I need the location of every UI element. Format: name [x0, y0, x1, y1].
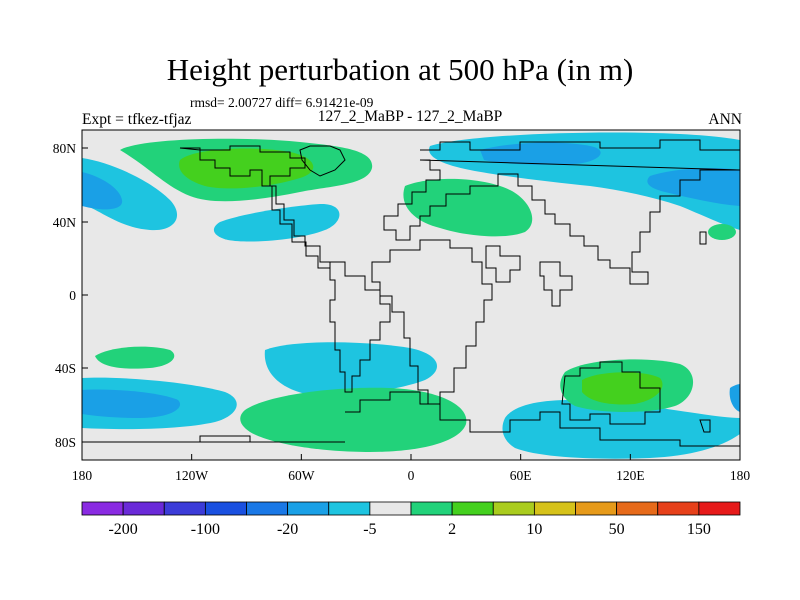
colorbar-label: -20: [277, 521, 298, 538]
x-axis: 180 120W 60W 0 60E 120E 180: [72, 454, 751, 483]
colorbar-label: -100: [191, 521, 220, 538]
coast-north-america: [179, 145, 331, 269]
region-east-low-dark: [729, 384, 740, 412]
colorbar-label: 10: [526, 521, 542, 538]
region-npac-west-dark: [82, 172, 123, 210]
colorbar-swatch: [328, 501, 371, 516]
y-axis: 80N 40N 0 40S 80S: [53, 141, 88, 450]
colorbar-swatch: [287, 501, 330, 516]
case-label: 127_2_MaBP - 127_2_MaBP: [317, 108, 503, 125]
colorbar-swatch: [81, 501, 124, 516]
region-na-low: [213, 203, 340, 242]
colorbar-swatch: [492, 501, 535, 516]
region-sw-low-dark: [82, 389, 181, 418]
stats-label: rmsd= 2.00727 diff= 6.91421e-09: [190, 95, 374, 110]
colorbar-swatch: [616, 501, 659, 516]
colorbar-swatch: [533, 501, 576, 516]
colorbar-label: 150: [687, 521, 711, 538]
coast-greenland: [299, 145, 346, 177]
region-pac-low-dark: [647, 168, 740, 206]
x-tick-label: 180: [72, 468, 93, 483]
colorbar-label: 2: [448, 521, 456, 538]
region-npac-west: [82, 158, 178, 231]
coast-africa: [371, 239, 493, 405]
colorbar-swatch: [246, 501, 289, 516]
region-sio-high-bright: [582, 372, 663, 405]
y-tick-label: 80N: [53, 141, 77, 156]
colorbar-swatch: [657, 501, 700, 516]
region-asia-low-dark: [480, 142, 601, 165]
colorbar-swatch: [369, 501, 412, 516]
colorbar-label: -200: [108, 521, 137, 538]
region-eu-high: [403, 178, 533, 237]
x-tick-label: 120W: [175, 468, 208, 483]
colorbar-label: 50: [609, 521, 625, 538]
coast-antarctica: [82, 391, 740, 447]
colorbar-swatch: [410, 501, 453, 516]
coastlines: [82, 139, 740, 447]
season-label: ANN: [708, 111, 742, 128]
colorbar-swatch: [163, 501, 206, 516]
experiment-label: Expt = tfkez-tfjaz: [82, 111, 192, 128]
coast-eurasia: [383, 139, 740, 285]
coast-india: [539, 261, 573, 307]
colorbar-swatch: [122, 501, 165, 516]
region-na-bright: [179, 148, 314, 189]
x-tick-label: 60E: [510, 468, 532, 483]
colorbar-swatch: [204, 501, 247, 516]
region-sio-low: [502, 399, 740, 459]
plot-title: Height perturbation at 500 hPa (in m): [166, 52, 634, 87]
coast-arabia: [485, 245, 521, 283]
region-spac-high: [95, 346, 175, 369]
y-tick-label: 80S: [55, 435, 76, 450]
coast-japan: [699, 231, 707, 245]
coast-south-america: [329, 261, 391, 393]
y-tick-label: 40N: [53, 215, 77, 230]
region-s-high: [240, 387, 467, 452]
colorbar-swatch: [575, 501, 618, 516]
x-tick-label: 60W: [288, 468, 315, 483]
y-tick-label: 40S: [55, 361, 76, 376]
colorbar-swatch: [698, 501, 741, 516]
contour-regions: [82, 132, 740, 459]
colorbar-swatch: [451, 501, 494, 516]
x-tick-label: 120E: [616, 468, 645, 483]
colorbar: -200 -100 -20 -5 2 10 50 150: [81, 501, 741, 538]
coast-australia: [561, 361, 661, 425]
x-tick-label: 0: [408, 468, 415, 483]
region-satl-low: [264, 342, 437, 396]
colorbar-label: -5: [363, 521, 376, 538]
coast-nz: [699, 419, 711, 433]
x-tick-label: 180: [730, 468, 751, 483]
y-tick-label: 0: [69, 288, 76, 303]
region-pac-small-green: [708, 224, 736, 240]
